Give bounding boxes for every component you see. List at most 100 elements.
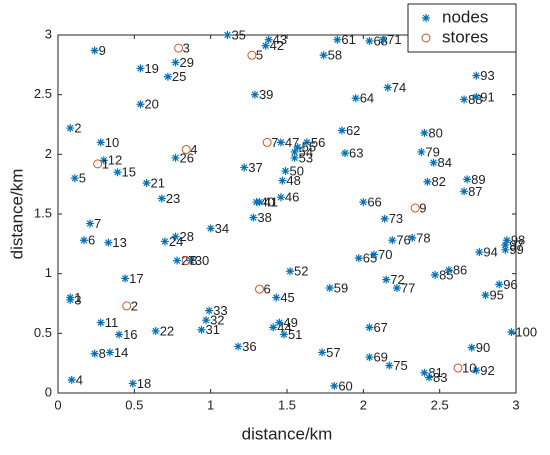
node-marker: [70, 174, 79, 183]
node-marker: [351, 94, 360, 103]
x-tick-label: 1: [207, 397, 214, 412]
node-marker: [275, 318, 284, 327]
point-label: 7: [94, 216, 101, 231]
node-marker: [460, 95, 469, 104]
point-label: 28: [180, 229, 194, 244]
node-marker: [160, 237, 169, 246]
point-label: 8: [99, 346, 106, 361]
point-label: 94: [483, 245, 497, 260]
point-label: 93: [480, 68, 494, 83]
store-marker: [122, 301, 132, 311]
point-label: 46: [285, 190, 299, 205]
store-marker: [453, 363, 463, 373]
point-label: 5: [79, 171, 86, 186]
point-label: 57: [326, 345, 340, 360]
plot-area: [57, 34, 517, 394]
point-label: 12: [108, 153, 122, 168]
node-marker: [66, 295, 75, 304]
node-marker: [173, 256, 182, 265]
x-tick-label: 1.5: [278, 397, 296, 412]
node-marker: [444, 266, 453, 275]
point-label: 13: [112, 235, 126, 250]
node-marker: [269, 323, 278, 332]
node-marker: [171, 153, 180, 162]
point-label: 43: [273, 32, 287, 47]
point-label: 39: [259, 87, 273, 102]
node-marker: [370, 250, 379, 259]
point-label: 38: [257, 210, 271, 225]
store-marker: [247, 50, 257, 60]
node-marker: [341, 149, 350, 158]
y-tick-label: 3: [45, 26, 52, 41]
point-label: 75: [393, 358, 407, 373]
node-marker: [197, 325, 206, 334]
point-label: 34: [215, 221, 229, 236]
node-marker: [472, 71, 481, 80]
node-marker: [67, 375, 76, 384]
node-marker: [105, 348, 114, 357]
point-label: 70: [378, 247, 392, 262]
store-marker: [262, 137, 272, 147]
point-label: 49: [283, 315, 297, 330]
point-label: 4: [190, 142, 197, 157]
point-label: 9: [99, 43, 106, 58]
node-marker: [272, 293, 281, 302]
node-marker: [392, 283, 401, 292]
point-label: 89: [471, 172, 485, 187]
point-label: 80: [428, 125, 442, 140]
point-label: 98: [511, 233, 525, 248]
point-label: 40: [260, 195, 274, 210]
node-marker: [261, 41, 270, 50]
node-marker: [318, 348, 327, 357]
point-label: 32: [210, 313, 224, 328]
point-label: 96: [503, 277, 517, 292]
node-marker: [382, 275, 391, 284]
node-marker: [171, 58, 180, 67]
point-label: 21: [151, 175, 165, 190]
node-marker: [460, 187, 469, 196]
point-label: 61: [341, 32, 355, 47]
point-label: 76: [396, 233, 410, 248]
node-marker: [383, 83, 392, 92]
node-marker: [136, 100, 145, 109]
point-label: 84: [438, 155, 452, 170]
point-label: 41: [264, 195, 278, 210]
y-tick-label: 0: [45, 384, 52, 399]
node-marker: [380, 214, 389, 223]
store-marker: [174, 43, 184, 53]
point-label: 88: [468, 92, 482, 107]
point-label: 71: [387, 32, 401, 47]
point-label: 92: [480, 363, 494, 378]
node-marker: [249, 213, 258, 222]
node-marker: [128, 379, 137, 388]
node-marker: [281, 167, 290, 176]
node-marker: [79, 236, 88, 245]
point-label: 14: [114, 345, 128, 360]
node-marker: [250, 90, 259, 99]
node-marker: [379, 35, 388, 44]
point-label: 81: [428, 365, 442, 380]
node-marker: [365, 323, 374, 332]
point-label: 95: [489, 288, 503, 303]
node-marker: [388, 236, 397, 245]
node-marker: [276, 193, 285, 202]
node-marker: [420, 128, 429, 137]
point-label: 82: [431, 174, 445, 189]
node-marker: [255, 198, 264, 207]
point-label: 53: [299, 150, 313, 165]
node-marker: [171, 232, 180, 241]
point-label: 5: [256, 48, 263, 63]
node-marker: [96, 318, 105, 327]
point-label: 30: [195, 253, 209, 268]
point-label: 62: [346, 123, 360, 138]
node-marker: [240, 163, 249, 172]
point-label: 52: [294, 264, 308, 279]
x-tick-label: 2.5: [431, 397, 449, 412]
node-marker: [264, 35, 273, 44]
point-label: 67: [373, 320, 387, 335]
point-label: 9: [419, 200, 426, 215]
node-marker: [429, 158, 438, 167]
point-label: 18: [137, 376, 151, 391]
point-label: 3: [183, 41, 190, 56]
